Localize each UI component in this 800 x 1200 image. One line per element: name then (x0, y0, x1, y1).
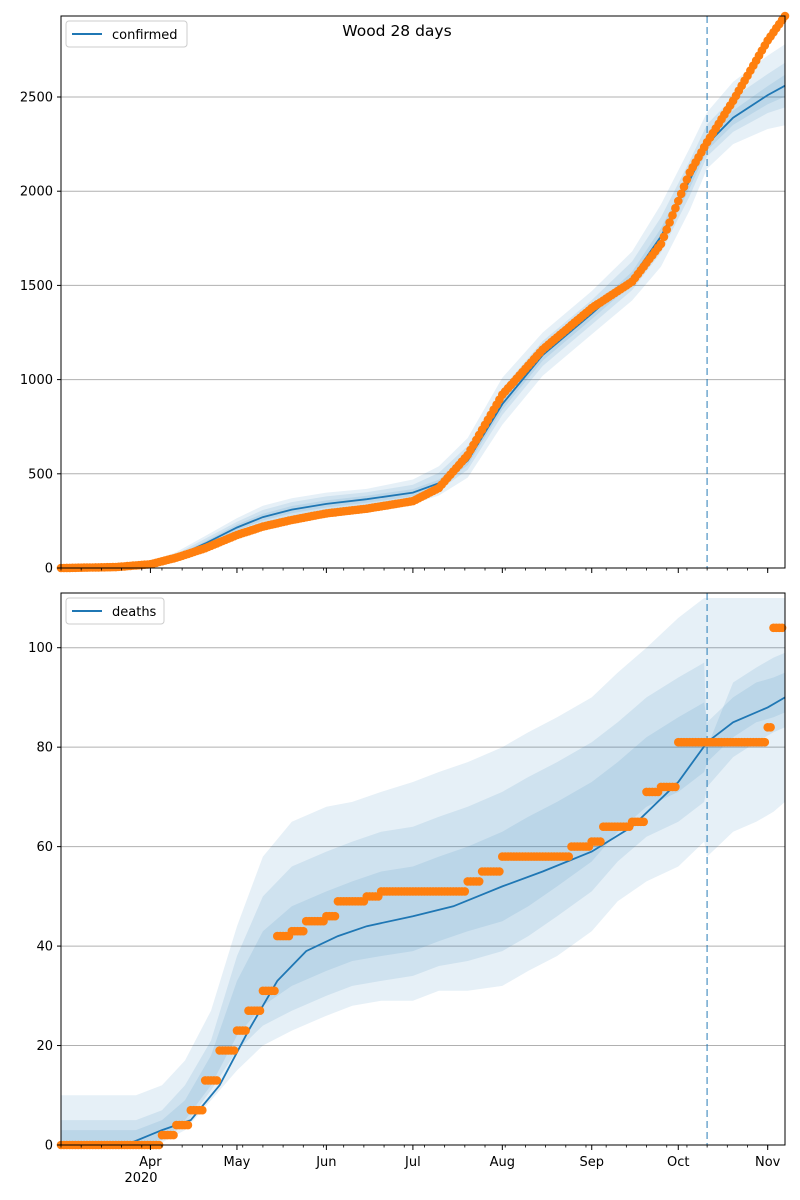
observed-point (674, 196, 683, 206)
deaths-uncertainty-bands (61, 598, 785, 1145)
y-tick-label: 0 (45, 562, 53, 577)
observed-point (659, 232, 669, 242)
x-tick-label: Jul (404, 1155, 421, 1170)
observed-point (671, 203, 680, 213)
observed-point (682, 175, 692, 184)
chart-title: Wood 28 days (342, 22, 451, 40)
y-tick-label: 80 (36, 741, 53, 756)
observed-point (474, 877, 484, 886)
observed-point (665, 218, 674, 227)
observed-point (495, 867, 504, 876)
x-tick-label: Jun (315, 1155, 336, 1170)
plot-frame (60, 592, 786, 1146)
observed-point (299, 926, 308, 936)
observed-point (198, 1105, 207, 1115)
observed-point (255, 1006, 265, 1015)
x-tick-label: Apr (139, 1155, 162, 1170)
observed-point (679, 182, 689, 191)
y-tick-label: 2500 (20, 91, 53, 106)
y-tick-label: 0 (45, 1139, 53, 1154)
y-tick-label: 1000 (20, 373, 53, 388)
x-tick-label: Sep (579, 1155, 604, 1170)
observed-point (270, 986, 279, 996)
deaths-legend: deaths (65, 597, 165, 625)
observed-point (668, 211, 677, 220)
deaths-panel: 0 20 40 60 80 100 Apr May Jun Jul Aug Sep Oct Nov dea… (28, 592, 787, 1186)
observed-point (656, 239, 666, 249)
confirmed-panel: 0 500 1000 1500 2000 2500 Wood 28 days confir… (20, 11, 790, 577)
x-tick-label: May (224, 1155, 251, 1170)
y-tick-label: 500 (28, 467, 53, 482)
observed-point (330, 911, 340, 921)
legend-box (65, 20, 188, 48)
y-tick-label: 40 (36, 940, 53, 955)
legend-label-deaths: deaths (112, 605, 157, 620)
x-tick-label: Oct (667, 1155, 689, 1170)
band-middle (61, 652, 785, 1145)
y-tick-label: 100 (28, 641, 53, 656)
observed-point (460, 887, 470, 896)
legend-label-confirmed: confirmed (112, 28, 178, 43)
observed-point (639, 817, 648, 827)
observed-point (671, 782, 680, 792)
band-outer (61, 598, 785, 1145)
confirmed-axes: 0 500 1000 1500 2000 2500 (20, 15, 786, 577)
observed-point (760, 737, 770, 747)
y-tick-label: 60 (36, 840, 53, 855)
deaths-axes: 0 20 40 60 80 100 Apr May Jun Jul Aug Sep Oct Nov (28, 592, 786, 1170)
observed-point (241, 1026, 250, 1035)
x-year-label: 2020 (124, 1171, 157, 1186)
x-tick-label: Aug (490, 1155, 515, 1170)
observed-point (676, 189, 686, 199)
confirmed-legend: confirmed (65, 20, 188, 48)
observed-point (662, 225, 671, 234)
observed-point (183, 1120, 193, 1130)
y-tick-label: 1500 (20, 279, 53, 294)
y-tick-label: 20 (36, 1039, 53, 1054)
observed-point (766, 723, 775, 732)
observed-point (564, 852, 573, 861)
observed-point (169, 1130, 178, 1140)
y-tick-label: 2000 (20, 185, 53, 200)
deaths-observed-points (56, 623, 787, 1150)
observed-point (596, 837, 605, 846)
observed-point (229, 1046, 239, 1055)
plot-frame (60, 15, 786, 569)
legend-box (65, 597, 165, 625)
x-tick-label: Nov (755, 1155, 781, 1170)
observed-point (777, 623, 787, 633)
observed-point (212, 1076, 222, 1085)
